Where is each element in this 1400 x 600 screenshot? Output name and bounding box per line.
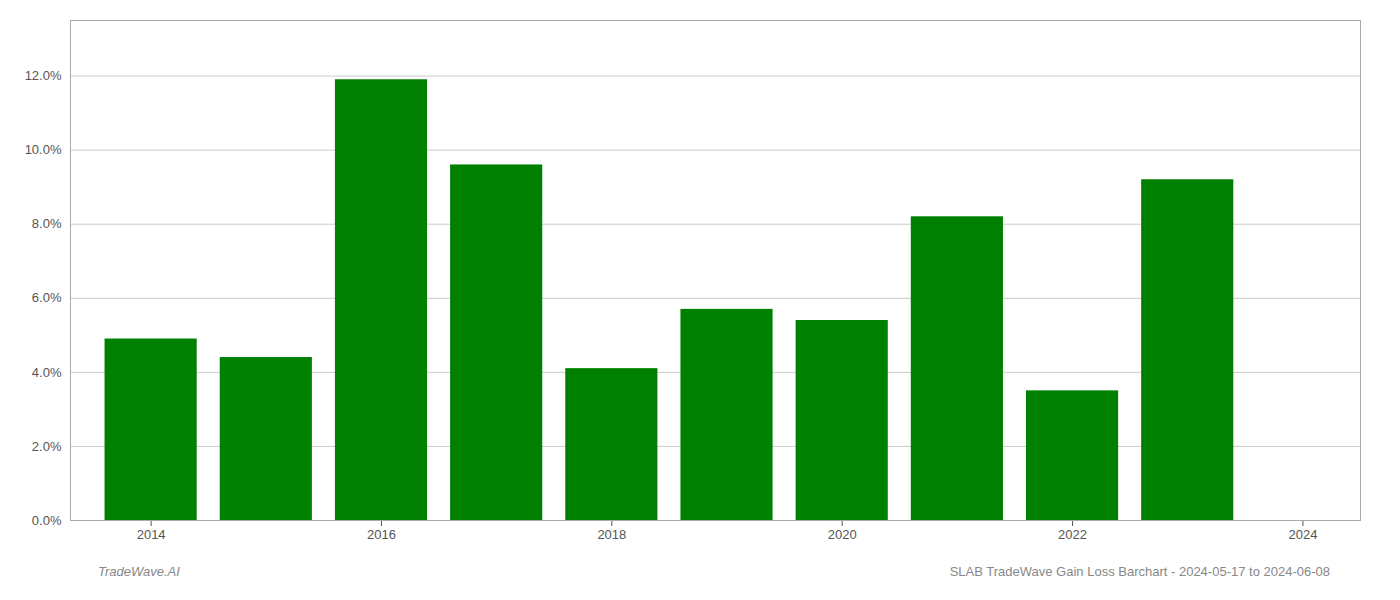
svg-text:2.0%: 2.0% [32, 439, 62, 454]
svg-text:12.0%: 12.0% [25, 68, 62, 83]
svg-text:2020: 2020 [828, 527, 857, 542]
svg-text:6.0%: 6.0% [32, 290, 62, 305]
svg-text:8.0%: 8.0% [32, 216, 62, 231]
html-text:TradeWave.AI: TradeWave.AI [98, 564, 180, 579]
svg-text:10.0%: 10.0% [25, 142, 62, 157]
svg-text:2016: 2016 [367, 527, 396, 542]
svg-text:2022: 2022 [1058, 527, 1087, 542]
html-text:SLAB TradeWave Gain Loss Barch: SLAB TradeWave Gain Loss Barchart - 2024… [949, 564, 1330, 579]
svg-text:2024: 2024 [1288, 527, 1317, 542]
svg-text:0.0%: 0.0% [32, 513, 62, 528]
svg-text:2018: 2018 [597, 527, 626, 542]
svg-text:4.0%: 4.0% [32, 365, 62, 380]
svg-text:2014: 2014 [137, 527, 166, 542]
